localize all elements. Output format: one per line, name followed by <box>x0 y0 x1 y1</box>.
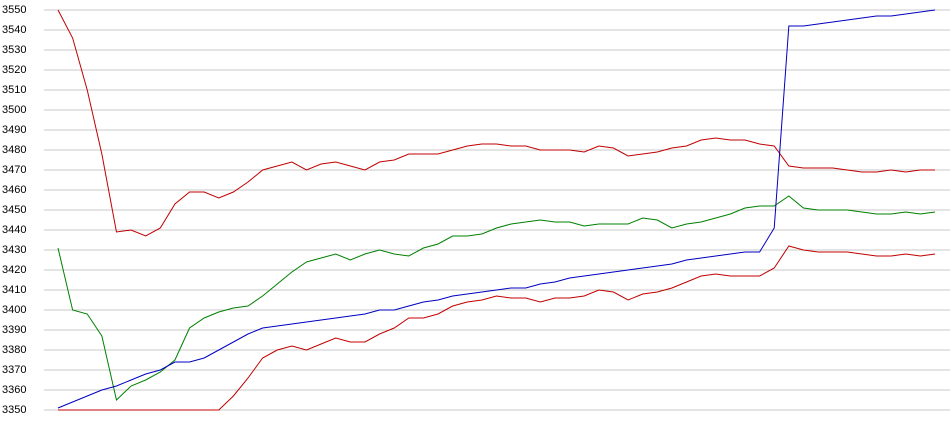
y-tick-label: 3350 <box>2 404 26 416</box>
y-tick-label: 3490 <box>2 124 26 136</box>
y-tick-label: 3390 <box>2 324 26 336</box>
y-tick-label: 3510 <box>2 84 26 96</box>
series-line <box>57 9 935 237</box>
y-tick-label: 3400 <box>2 304 26 316</box>
y-tick-label: 3530 <box>2 44 26 56</box>
y-tick-label: 3470 <box>2 164 26 176</box>
series-line <box>57 195 936 401</box>
y-tick-label: 3440 <box>2 224 26 236</box>
y-tick-label: 3500 <box>2 104 26 116</box>
y-tick-label: 3410 <box>2 284 26 296</box>
y-tick-label: 3360 <box>2 384 26 396</box>
y-tick-label: 3380 <box>2 344 26 356</box>
y-tick-label: 3550 <box>2 4 26 16</box>
y-tick-label: 3520 <box>2 64 26 76</box>
series-line <box>58 245 936 411</box>
y-tick-label: 3370 <box>2 364 26 376</box>
y-tick-label: 3420 <box>2 264 26 276</box>
y-tick-label: 3480 <box>2 144 26 156</box>
y-tick-label: 3540 <box>2 24 26 36</box>
y-tick-label: 3450 <box>2 204 26 216</box>
y-tick-label: 3430 <box>2 244 26 256</box>
series-line <box>57 9 936 409</box>
y-tick-label: 3460 <box>2 184 26 196</box>
